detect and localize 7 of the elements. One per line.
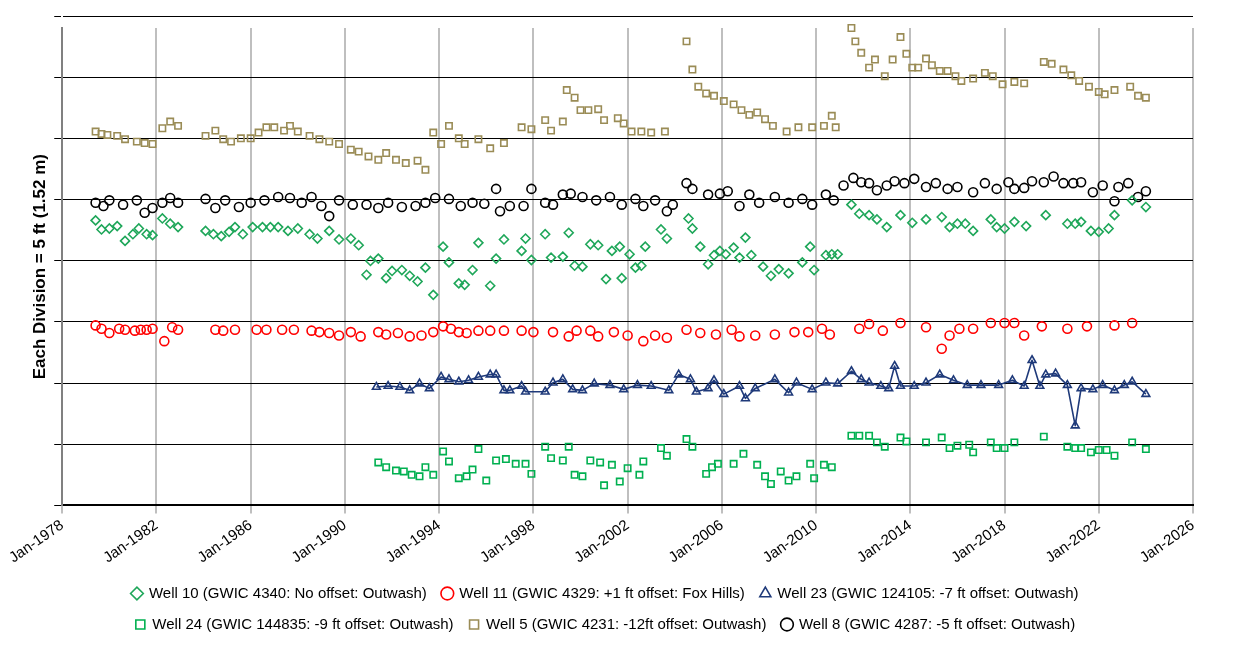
- y-axis-title: Each Division = 5 ft (1.52 m): [29, 154, 49, 380]
- legend-label: Well 24 (GWIC 144835: -9 ft offset: Outwash): [152, 614, 454, 632]
- legend-label: Well 11 (GWIC 4329: +1 ft offset: Fox Hills): [459, 583, 745, 601]
- legend-label: Well 5 (GWIC 4231: -12ft offset: Outwash): [486, 614, 767, 632]
- legend-label: Well 10 (GWIC 4340: No offset: Outwash): [148, 583, 427, 601]
- legend-label: Well 23 (GWIC 124105: -7 ft offset: Outwash): [777, 583, 1079, 601]
- legend-label: Well 8 (GWIC 4287: -5 ft offset: Outwash): [798, 614, 1076, 632]
